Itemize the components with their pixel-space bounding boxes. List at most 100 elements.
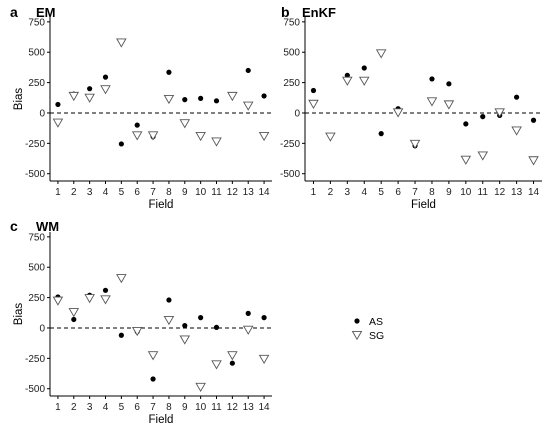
point-sg xyxy=(163,94,175,105)
x-tick-label: 9 xyxy=(182,402,188,413)
point-sg xyxy=(84,294,95,304)
y-tick-label: 0 xyxy=(294,108,300,119)
panel-letter: c xyxy=(10,218,18,234)
x-tick-label: 6 xyxy=(134,402,140,413)
point-sg xyxy=(116,38,127,48)
point-sg xyxy=(242,101,254,111)
point-sg xyxy=(392,108,404,118)
point-sg xyxy=(409,139,421,150)
point-as xyxy=(166,69,172,75)
point-sg xyxy=(460,155,472,165)
point-sg xyxy=(147,351,159,361)
x-tick-label: 3 xyxy=(345,187,351,198)
y-tick-label: 0 xyxy=(39,108,45,119)
point-as xyxy=(245,310,251,316)
point-as xyxy=(429,76,435,82)
point-sg xyxy=(52,118,64,128)
x-tick-label: 5 xyxy=(119,187,125,198)
point-as xyxy=(530,117,537,123)
point-sg xyxy=(163,316,175,326)
series-as xyxy=(55,287,267,382)
x-tick-label: 5 xyxy=(378,187,384,198)
x-tick-label: 9 xyxy=(182,187,188,198)
point-as xyxy=(446,81,452,87)
point-as xyxy=(463,121,469,127)
x-tick-label: 10 xyxy=(195,187,207,198)
x-tick-label: 6 xyxy=(134,187,140,198)
panel-title: EM xyxy=(36,5,56,20)
point-as xyxy=(87,86,93,92)
point-sg xyxy=(100,85,111,95)
x-tick-label: 1 xyxy=(55,402,61,413)
point-sg xyxy=(68,91,80,102)
point-as xyxy=(118,141,124,147)
point-as xyxy=(134,122,140,128)
x-tick-label: 2 xyxy=(71,187,77,198)
legend: AS SG xyxy=(351,316,384,342)
x-tick-label: 12 xyxy=(494,187,506,198)
point-sg xyxy=(258,132,270,142)
point-sg xyxy=(211,360,222,370)
x-tick-label: 14 xyxy=(528,187,540,198)
x-tick-label: 14 xyxy=(259,187,271,198)
x-tick-label: 3 xyxy=(87,402,93,413)
point-as xyxy=(361,65,367,71)
x-tick-label: 11 xyxy=(211,402,222,413)
point-sg xyxy=(179,119,191,129)
point-sg xyxy=(227,351,238,361)
point-as xyxy=(310,87,317,94)
x-tick-label: 6 xyxy=(395,187,401,198)
point-as xyxy=(102,287,109,293)
point-sg xyxy=(477,151,489,161)
y-tick-label: -500 xyxy=(25,384,45,395)
point-sg xyxy=(443,100,455,110)
y-tick-label: 250 xyxy=(28,293,45,304)
point-as xyxy=(514,94,520,100)
point-as xyxy=(198,95,204,101)
point-sg xyxy=(511,126,522,136)
point-sg xyxy=(100,295,111,305)
point-sg xyxy=(84,93,95,103)
legend-label: AS xyxy=(369,316,383,328)
point-as xyxy=(166,297,172,303)
point-as xyxy=(261,315,267,321)
panel-letter: a xyxy=(10,4,18,20)
legend-marker xyxy=(354,318,360,324)
panel-letter: b xyxy=(281,4,290,20)
x-tick-label: 4 xyxy=(103,402,109,413)
series-as xyxy=(310,65,537,149)
y-tick-label: 500 xyxy=(28,48,45,59)
legend-entry-sg: SG xyxy=(351,330,384,342)
x-tick-label: 2 xyxy=(328,187,334,198)
y-tick-label: -250 xyxy=(280,139,300,150)
y-tick-label: 0 xyxy=(39,323,45,334)
series-sg xyxy=(52,274,270,392)
point-sg xyxy=(358,76,370,86)
x-tick-label: 12 xyxy=(227,187,239,198)
point-sg xyxy=(195,382,206,392)
legend-marker xyxy=(351,330,363,341)
point-as xyxy=(182,97,188,103)
point-sg xyxy=(195,132,206,142)
point-sg xyxy=(308,99,319,109)
x-tick-label: 13 xyxy=(243,187,255,198)
point-as xyxy=(480,114,486,120)
y-axis-title: Bias xyxy=(13,88,25,111)
point-as xyxy=(102,74,109,80)
point-as xyxy=(229,360,235,366)
series-sg xyxy=(52,38,270,147)
x-tick-label: 7 xyxy=(412,187,418,198)
point-sg xyxy=(494,108,505,118)
y-tick-label: -500 xyxy=(280,169,300,180)
point-as xyxy=(245,67,251,74)
x-axis-title: Field xyxy=(411,199,436,211)
y-tick-label: 250 xyxy=(283,78,300,89)
x-tick-label: 2 xyxy=(71,402,77,413)
x-tick-label: 4 xyxy=(103,187,109,198)
point-sg xyxy=(528,156,539,166)
point-sg xyxy=(342,76,353,86)
x-tick-label: 1 xyxy=(311,187,317,198)
x-tick-label: 13 xyxy=(243,402,255,413)
x-tick-label: 8 xyxy=(166,187,172,198)
